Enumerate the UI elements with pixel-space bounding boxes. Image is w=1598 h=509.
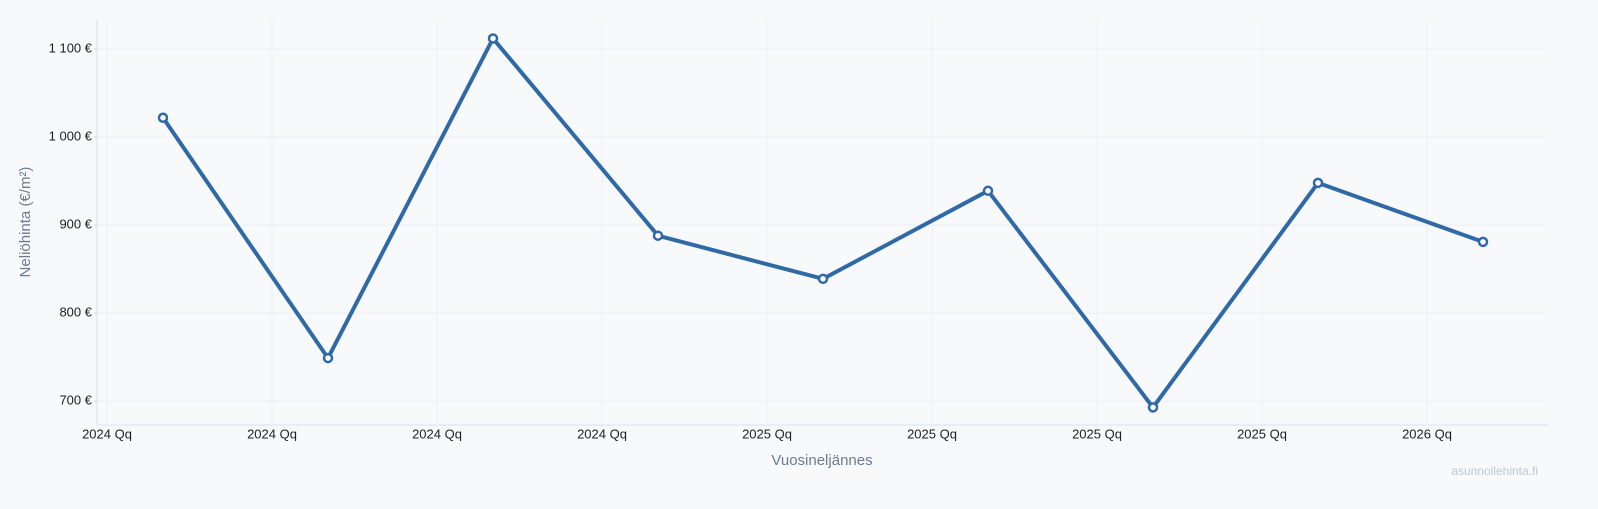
data-point xyxy=(487,33,499,44)
x-tick-label: 2024 Qq xyxy=(412,426,462,441)
y-tick-label: 1 100 € xyxy=(49,40,93,55)
x-tick-label: 2025 Qq xyxy=(907,426,957,441)
data-point xyxy=(1477,236,1489,248)
x-tick-label: 2026 Qq xyxy=(1402,426,1452,441)
watermark: asunnollehinta.fi xyxy=(1451,464,1538,478)
x-tick-label: 2025 Qq xyxy=(1237,426,1287,441)
data-point xyxy=(1312,177,1324,189)
x-tick-label: 2025 Qq xyxy=(742,426,792,441)
data-point xyxy=(652,230,664,241)
y-tick-label: 1 000 € xyxy=(49,129,93,144)
data-point xyxy=(1147,402,1159,413)
y-tick-label: 700 € xyxy=(59,393,92,408)
y-tick-label: 800 € xyxy=(59,305,92,320)
x-tick-label: 2024 Qq xyxy=(82,426,132,441)
x-tick-label: 2024 Qq xyxy=(247,426,297,441)
x-axis-title: Vuosineljännes xyxy=(771,452,872,469)
data-point xyxy=(982,185,994,197)
y-axis-title: Neliöhinta (€/m²) xyxy=(17,167,34,278)
data-point xyxy=(322,352,334,364)
y-tick-label: 900 € xyxy=(59,217,92,232)
x-tick-label: 2025 Qq xyxy=(1072,426,1122,441)
data-point xyxy=(817,273,829,285)
data-point xyxy=(157,112,169,123)
x-tick-label: 2024 Qq xyxy=(577,426,627,441)
